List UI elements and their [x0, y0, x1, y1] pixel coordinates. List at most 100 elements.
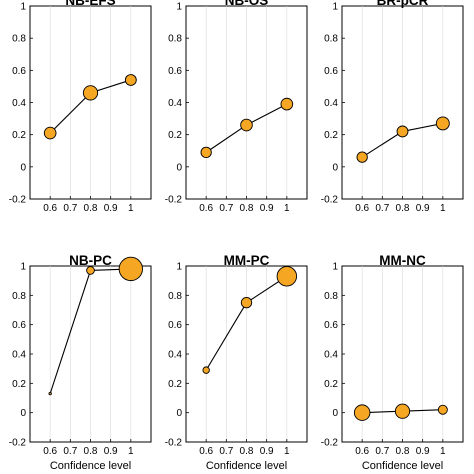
y-tick-label: 1 [332, 262, 338, 273]
panel-title: NB-PC [69, 253, 112, 268]
x-tick-label: 0.6 [199, 203, 213, 214]
y-tick-label: 0.8 [168, 34, 182, 45]
data-point [396, 125, 409, 138]
y-tick-label: 0.4 [324, 350, 338, 361]
y-tick-label: 0 [20, 408, 26, 419]
x-tick-label: 0.8 [84, 446, 98, 457]
x-tick-label: 1 [440, 446, 446, 457]
y-tick-label: 0.2 [168, 130, 182, 141]
y-tick-label: 0.6 [12, 320, 26, 331]
y-tick-label: 1 [176, 2, 182, 13]
y-tick-label: 0 [20, 162, 26, 173]
x-axis-label: Confidence level [362, 460, 443, 472]
data-point [124, 74, 137, 86]
x-tick-label: 1 [284, 446, 290, 457]
x-tick-label: 0.7 [375, 446, 389, 457]
x-tick-label: 0.7 [219, 446, 233, 457]
x-tick-label: 0.9 [260, 203, 274, 214]
y-tick-label: 0.2 [12, 130, 26, 141]
y-tick-label: 0.4 [168, 98, 182, 109]
y-tick-label: 0 [332, 408, 338, 419]
y-tick-label: 0.8 [324, 291, 338, 302]
panel-br-pcr: 0.6 0.7 0.8 0.9 1 -0.2 0 0.2 0.4 0.6 0.8 1 BR-pCR [321, 0, 464, 214]
y-tick-label: -0.2 [321, 195, 339, 206]
y-tick-label: 0.6 [168, 66, 182, 77]
y-tick-label: 0.8 [168, 291, 182, 302]
y-tick-label: 0.2 [324, 130, 338, 141]
data-point [202, 366, 210, 374]
y-tick-label: 1 [20, 262, 26, 273]
data-point [43, 126, 57, 140]
y-tick-label: 0.4 [168, 350, 182, 361]
panel-title: NB-EFS [65, 0, 115, 8]
x-tick-label: 0.8 [240, 446, 254, 457]
panel-mm-pc: 0.6 0.7 0.8 0.9 1 -0.2 0 0.2 0.4 0.6 0.8 1 MM-PC Conf… [165, 253, 308, 472]
x-tick-label: 1 [440, 203, 446, 214]
x-tick-label: 0.9 [104, 446, 118, 457]
y-tick-label: 0.2 [12, 379, 26, 390]
x-tick-label: 0.7 [63, 446, 77, 457]
y-tick-label: -0.2 [9, 195, 27, 206]
y-tick-label: -0.2 [321, 438, 339, 449]
y-tick-label: 1 [332, 2, 338, 13]
x-tick-label: 0.9 [416, 446, 430, 457]
panel-nb-efs: 0.6 0.7 0.8 0.9 1 -0.2 0 0.2 0.4 0.6 0.8 1 NB-EFS [9, 0, 152, 214]
y-tick-label: 0.8 [324, 34, 338, 45]
x-tick-label: 0.7 [219, 203, 233, 214]
data-point [435, 116, 450, 131]
y-tick-label: -0.2 [165, 195, 183, 206]
data-point [356, 151, 368, 163]
data-point [86, 266, 95, 275]
data-point [394, 403, 411, 419]
y-tick-label: 0.6 [168, 320, 182, 331]
x-tick-label: 0.8 [396, 446, 410, 457]
x-tick-label: 1 [128, 203, 134, 214]
y-tick-label: 0.8 [12, 34, 26, 45]
x-tick-label: 0.6 [43, 446, 57, 457]
x-tick-label: 0.6 [355, 446, 369, 457]
x-tick-label: 0.9 [104, 203, 118, 214]
panel-title: MM-NC [379, 253, 426, 268]
y-tick-label: 0.6 [324, 66, 338, 77]
x-tick-label: 0.8 [84, 203, 98, 214]
panel-mm-nc: 0.6 0.7 0.8 0.9 1 -0.2 0 0.2 0.4 0.6 0.8 1 MM-NC Conf… [321, 253, 464, 472]
y-tick-label: 0.2 [324, 379, 338, 390]
x-tick-label: 0.6 [43, 203, 57, 214]
panel-title: NB-OS [225, 0, 269, 8]
y-tick-label: 0 [176, 162, 182, 173]
panel-nb-pc: 0.6 0.7 0.8 0.9 1 -0.2 0 0.2 0.4 0.6 0.8 1 NB-PC Conf… [9, 253, 152, 472]
data-point [200, 146, 212, 159]
y-tick-label: 0.8 [12, 291, 26, 302]
x-tick-label: 1 [284, 203, 290, 214]
panel-nb-os: 0.6 0.7 0.8 0.9 1 -0.2 0 0.2 0.4 0.6 0.8 1 NB-OS [165, 0, 308, 214]
x-axis-label: Confidence level [50, 460, 131, 472]
x-tick-label: 0.6 [199, 446, 213, 457]
y-tick-label: 0.4 [12, 98, 26, 109]
y-tick-label: 0.4 [324, 98, 338, 109]
data-point [276, 266, 298, 287]
data-point [240, 118, 253, 132]
panel-title: BR-pCR [377, 0, 429, 8]
x-tick-label: 0.7 [63, 203, 77, 214]
y-tick-label: 0.6 [12, 66, 26, 77]
data-point [48, 391, 52, 396]
x-tick-label: 1 [128, 446, 134, 457]
x-tick-label: 0.8 [396, 203, 410, 214]
x-tick-label: 0.7 [375, 203, 389, 214]
data-point [82, 85, 99, 101]
y-tick-label: 0 [332, 162, 338, 173]
x-axis-label: Confidence level [206, 460, 287, 472]
panel-title: MM-PC [224, 253, 270, 268]
x-tick-label: 0.8 [240, 203, 254, 214]
y-tick-label: -0.2 [9, 438, 27, 449]
y-tick-label: 0.2 [168, 379, 182, 390]
data-point [240, 297, 253, 309]
y-tick-label: -0.2 [165, 438, 183, 449]
y-tick-label: 0.6 [324, 320, 338, 331]
data-point [280, 97, 294, 111]
data-point [118, 256, 143, 282]
x-tick-label: 0.9 [416, 203, 430, 214]
y-tick-label: 1 [176, 262, 182, 273]
data-point [353, 404, 371, 421]
